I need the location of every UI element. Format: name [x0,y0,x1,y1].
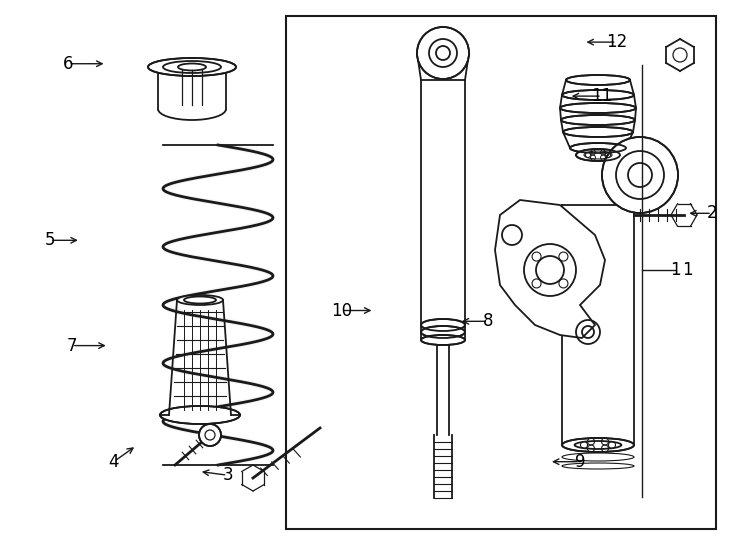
Ellipse shape [561,115,635,125]
Circle shape [417,27,469,79]
Text: 9: 9 [575,453,585,471]
Ellipse shape [421,319,465,331]
Text: 8: 8 [483,312,493,330]
Ellipse shape [562,438,634,452]
Text: 3: 3 [222,466,233,484]
Ellipse shape [566,75,630,85]
Text: 12: 12 [606,33,627,51]
Ellipse shape [177,295,223,305]
Circle shape [199,424,221,446]
Text: 1: 1 [670,261,680,279]
Ellipse shape [562,90,634,100]
Ellipse shape [421,326,465,338]
Ellipse shape [148,58,236,76]
Ellipse shape [576,149,620,161]
Text: 1: 1 [683,261,693,279]
Ellipse shape [563,127,633,137]
Ellipse shape [160,406,240,424]
Text: 5: 5 [45,231,55,249]
Polygon shape [495,200,605,338]
Ellipse shape [560,103,636,113]
Bar [286,16,716,529]
Text: 11: 11 [592,87,612,105]
Text: 7: 7 [67,336,77,355]
Text: 6: 6 [63,55,73,73]
Ellipse shape [570,143,626,153]
Circle shape [602,137,678,213]
Text: 2: 2 [707,204,717,222]
Text: 4: 4 [109,453,119,471]
Text: 10: 10 [331,301,352,320]
Ellipse shape [421,335,465,345]
